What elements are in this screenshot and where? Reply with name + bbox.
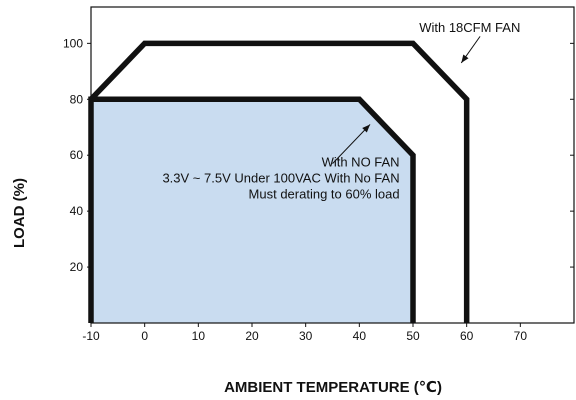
x-tick-label-10: -10 bbox=[82, 329, 100, 343]
annotation-text-with-no-fan-1: 3.3V ~ 7.5V Under 100VAC With No FAN bbox=[162, 170, 399, 185]
x-tick-label-0: 0 bbox=[141, 329, 148, 343]
tick-layer: -10 0 10 20 30 40 50 60 70 20 40 60 80 100 bbox=[63, 36, 574, 343]
no-fan-area-layer bbox=[91, 99, 413, 323]
series-area-with-no-fan bbox=[91, 99, 413, 323]
series-line-with-18cfm-fan bbox=[89, 40, 470, 323]
x-tick-label-50: 50 bbox=[406, 329, 420, 343]
x-tick-label-20: 20 bbox=[245, 329, 259, 343]
annotation-arrow-line-with-no-fan bbox=[332, 124, 371, 164]
annotation-text-with-no-fan-0: With NO FAN bbox=[322, 154, 400, 169]
x-tick-label-40: 40 bbox=[353, 329, 367, 343]
x-tick-label-60: 60 bbox=[460, 329, 474, 343]
x-tick-label-10: 10 bbox=[192, 329, 206, 343]
x-axis-title: AMBIENT TEMPERATURE (℃) bbox=[224, 379, 442, 396]
annotation-text-with-18cfm-fan-0: With 18CFM FAN bbox=[419, 20, 520, 35]
series-layer bbox=[88, 40, 470, 323]
y-tick-label-60: 60 bbox=[70, 148, 84, 162]
y-tick-label-40: 40 bbox=[70, 204, 84, 218]
y-axis-title: LOAD (%) bbox=[11, 178, 28, 248]
annotation-with-18cfm-fan: With 18CFM FAN bbox=[419, 20, 520, 64]
y-tick-label-20: 20 bbox=[70, 260, 84, 274]
series-line-with-no-fan bbox=[88, 96, 416, 323]
y-tick-label-100: 100 bbox=[63, 36, 83, 50]
y-tick-label-80: 80 bbox=[70, 92, 84, 106]
annotation-text-with-no-fan-2: Must derating to 60% load bbox=[249, 186, 400, 201]
annotation-arrowhead-with-18cfm-fan bbox=[461, 54, 469, 63]
x-tick-label-30: 30 bbox=[299, 329, 313, 343]
x-tick-label-70: 70 bbox=[514, 329, 528, 343]
annotation-arrowhead-with-no-fan bbox=[362, 124, 371, 133]
